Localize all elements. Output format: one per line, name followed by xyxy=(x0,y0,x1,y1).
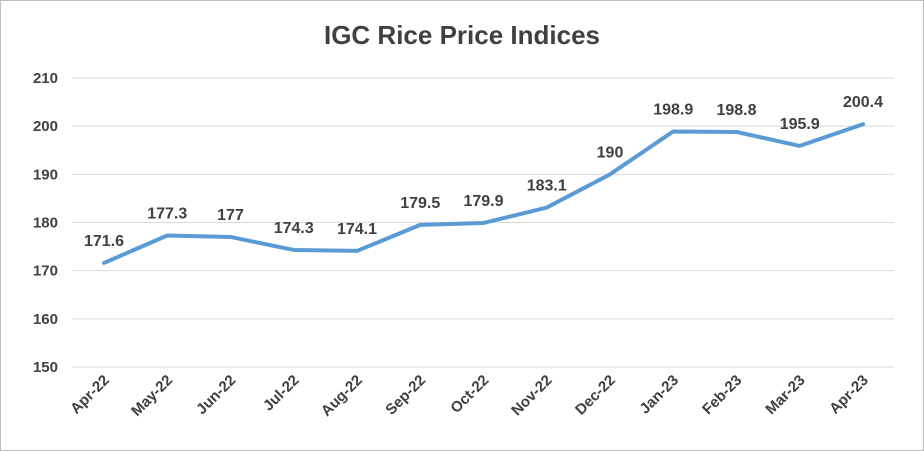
y-tick-label: 160 xyxy=(33,311,58,328)
x-tick-label: Jul-22 xyxy=(260,372,303,415)
y-tick-label: 200 xyxy=(33,118,58,135)
data-label: 195.9 xyxy=(780,116,820,133)
y-axis-ticks: 150 160 170 180 190 200 210 xyxy=(33,70,58,376)
y-tick-label: 150 xyxy=(33,359,58,376)
data-labels: 171.6 177.3 177 174.3 174.1 179.5 179.9 183.1 19… xyxy=(84,94,883,250)
data-label: 177 xyxy=(217,207,244,224)
x-tick-label: Feb-23 xyxy=(699,372,745,418)
data-label: 174.1 xyxy=(337,221,377,238)
x-tick-label: May-22 xyxy=(128,372,176,420)
series-line xyxy=(102,122,865,265)
x-tick-label: Oct-22 xyxy=(447,372,492,417)
x-tick-label: Mar-23 xyxy=(762,372,808,418)
series-layer xyxy=(102,122,865,265)
x-tick-label: Nov-22 xyxy=(508,372,555,419)
x-tick-label: Dec-22 xyxy=(572,372,619,419)
y-tick-label: 210 xyxy=(33,70,58,87)
x-axis-ticks: Apr-22 May-22 Jun-22 Jul-22 Aug-22 Sep-22 Oct-… xyxy=(67,372,872,420)
x-tick-label: Jan-23 xyxy=(636,372,682,418)
data-label: 200.4 xyxy=(843,94,883,111)
data-label: 174.3 xyxy=(274,220,314,237)
y-tick-label: 190 xyxy=(33,166,58,183)
data-label: 198.8 xyxy=(716,102,756,119)
x-tick-label: Apr-22 xyxy=(67,372,113,418)
data-label: 198.9 xyxy=(653,101,693,118)
y-tick-label: 170 xyxy=(33,263,58,280)
data-label: 183.1 xyxy=(527,178,567,195)
data-label: 179.5 xyxy=(400,195,440,212)
x-tick-label: Jun-22 xyxy=(193,372,239,418)
data-label: 190 xyxy=(597,144,624,161)
data-label: 171.6 xyxy=(84,233,124,250)
x-tick-label: Aug-22 xyxy=(318,372,366,420)
x-tick-label: Apr-23 xyxy=(826,372,872,418)
x-tick-label: Sep-22 xyxy=(382,372,429,419)
chart-title: IGC Rice Price Indices xyxy=(324,20,600,50)
y-tick-label: 180 xyxy=(33,215,58,232)
data-label: 177.3 xyxy=(147,206,187,223)
gridlines xyxy=(72,77,894,368)
data-label: 179.9 xyxy=(463,193,503,210)
